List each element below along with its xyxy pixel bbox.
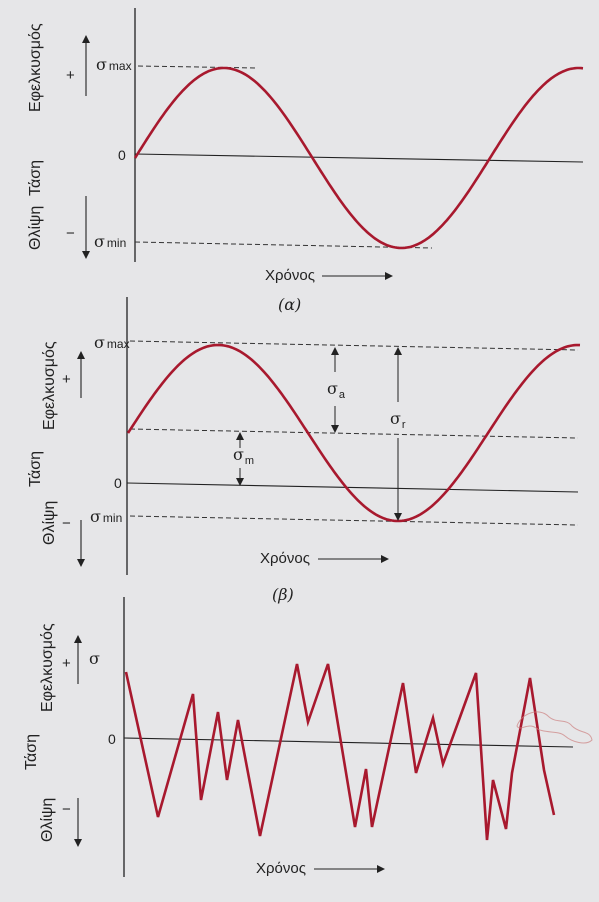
panel-c-random-cycle: Εφελκυσμός Τάση Θλίψη + − σ 0 Χρόνος [23, 597, 593, 877]
panel-b-stress-label: Τάση [27, 451, 44, 487]
panel-b-sigma-max-label: σ max [94, 333, 130, 352]
panel-c-stress-label: Τάση [23, 734, 40, 770]
panel-a-max-dashed-line [137, 65, 259, 69]
panel-a-zero-label: 0 [118, 147, 126, 163]
panel-c-minus-sign: − [62, 801, 71, 818]
panel-b-mean-dashed-line [129, 428, 579, 439]
panel-c-plus-sign: + [62, 655, 71, 672]
panel-a-tension-label: Εφελκυσμός [27, 23, 44, 112]
panel-b-zero-line [126, 482, 579, 493]
panel-b-sigma-m-label: σm [233, 445, 254, 467]
panel-c-compression-label: Θλίψη [39, 798, 56, 842]
panel-b-max-dashed-line [129, 340, 579, 351]
panel-c-tension-label: Εφελκυσμός [39, 623, 56, 712]
panel-b-sine-curve [126, 343, 581, 523]
panel-a-sigma-min-label: σ min [94, 232, 126, 251]
panel-b-sigma-min-label: σ min [90, 507, 122, 526]
panel-a-sigma-max-label: σ max [96, 55, 132, 74]
panel-b-caption: (β) [272, 585, 294, 604]
panel-b-zero-label: 0 [114, 475, 122, 491]
pen-scribble [516, 711, 593, 744]
panel-c-random-curve [124, 663, 556, 841]
panel-b-min-dashed-line [129, 515, 579, 526]
panel-a-compression-label: Θλίψη [27, 206, 44, 250]
panel-a-stress-label: Τάση [27, 160, 44, 196]
panel-a-time-label: Χρόνος [265, 267, 315, 284]
panel-c-sigma-label: σ [89, 649, 100, 668]
panel-b-minus-sign: − [62, 515, 71, 532]
panel-b-sigma-r-label: σr [390, 409, 406, 431]
panel-b-fluctuating-cycle: Εφελκυσμός Τάση Θλίψη + − 0 σ max σ min σa… [27, 297, 581, 604]
panel-b-tension-label: Εφελκυσμός [41, 341, 58, 430]
panel-a-plus-sign: + [66, 67, 75, 84]
panel-a-zero-line [134, 153, 584, 163]
panel-a-sine-curve [133, 66, 584, 250]
panel-a-reversed-cycle: Εφελκυσμός Τάση Θλίψη + − 0 σ max σ min Χρ… [27, 8, 584, 314]
panel-b-time-label: Χρόνος [260, 550, 310, 567]
panel-b-plus-sign: + [62, 371, 71, 388]
panel-b-sigma-a-label: σa [327, 379, 346, 401]
panel-a-min-dashed-line [134, 241, 433, 249]
panel-b-compression-label: Θλίψη [41, 501, 58, 545]
panel-c-zero-line [123, 737, 574, 748]
panel-a-caption: (α) [278, 295, 301, 314]
panel-c-time-label: Χρόνος [256, 860, 306, 877]
panel-a-minus-sign: − [66, 225, 75, 242]
panel-c-zero-label: 0 [108, 731, 116, 747]
